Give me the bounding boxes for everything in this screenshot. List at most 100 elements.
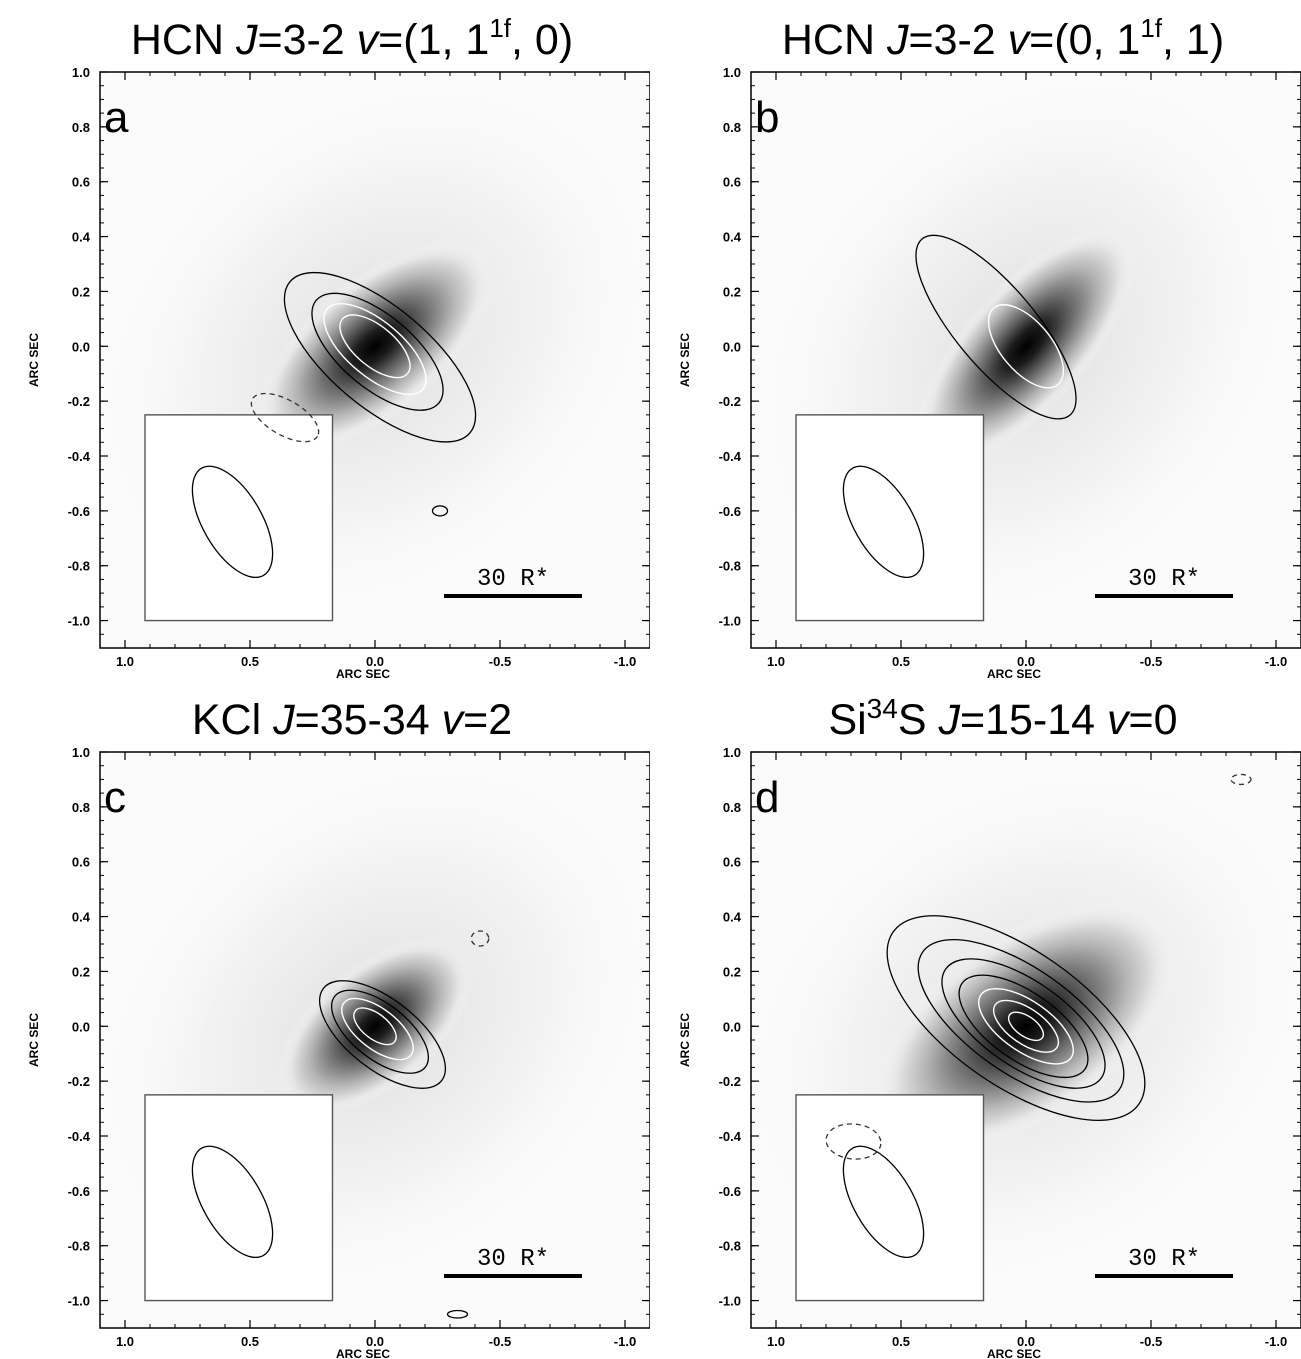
contour-level-0 <box>283 271 477 443</box>
y-tick-label: 0.0 <box>72 339 90 354</box>
title-superscript: 1f <box>1140 13 1162 43</box>
y-axis-label: ARC SEC <box>678 333 692 387</box>
panel-letter: b <box>755 93 779 142</box>
y-tick-label: -0.6 <box>719 504 741 519</box>
panel-c: 1.0 0.8 0.6 0.4 0.2 0.0 -0.2 -0.4 -0.6 -0.8 -1.0 1.… <box>0 680 650 1359</box>
y-axis-label: ARC SEC <box>678 1013 692 1067</box>
y-tick-label: 0.4 <box>723 910 742 925</box>
contour-level-5 <box>431 505 449 517</box>
x-axis-label: ARC SEC <box>336 1347 390 1359</box>
x-tick-label: 0.5 <box>241 654 259 669</box>
x-tick-label: -0.5 <box>489 654 511 669</box>
contour-level-2 <box>941 958 1106 1089</box>
contour-negative-8 <box>1230 773 1252 786</box>
y-tick-label: -0.4 <box>719 449 742 464</box>
x-tick-label: 1.0 <box>767 654 785 669</box>
scale-bar-label: 30 R* <box>1128 1246 1200 1273</box>
y-tick-label: 0.2 <box>72 964 90 979</box>
title-part-J: J <box>886 16 909 64</box>
x-tick-label: 1.0 <box>116 1334 134 1349</box>
y-tick-label: 0.8 <box>723 120 741 135</box>
scale-bar <box>444 594 582 598</box>
y-tick-label: 0.4 <box>72 230 91 245</box>
x-tick-label: -1.0 <box>1265 1334 1287 1349</box>
panel-letter: d <box>755 773 779 822</box>
title-part-v: v <box>1008 16 1032 64</box>
x-tick-label: -0.5 <box>489 1334 511 1349</box>
x-tick-label: 0.5 <box>241 1334 259 1349</box>
panel-title: HCN J=3-2 v=(1, 11f, 0) <box>131 13 573 64</box>
y-tick-label: 0.6 <box>72 855 90 870</box>
contour-negative-4 <box>250 392 320 443</box>
x-tick-label: -1.0 <box>614 654 636 669</box>
x-tick-label: 0.0 <box>366 654 384 669</box>
y-tick-label: 0.0 <box>72 1019 90 1034</box>
y-tick-label: -1.0 <box>719 614 741 629</box>
panel-title: Si34S J=15-14 v=0 <box>828 693 1177 744</box>
contour-level-0 <box>318 980 447 1089</box>
title-part-t1: =35-34 <box>295 696 442 744</box>
chart-svg-b: 1.0 0.8 0.6 0.4 0.2 0.0 -0.2 -0.4 -0.6 -0.8 -1.0 1.… <box>678 13 1301 679</box>
title-part-J: J <box>235 16 258 64</box>
title-part-t3: , 0) <box>511 16 573 64</box>
title-part-v: v <box>1107 696 1131 744</box>
x-tick-label: -0.5 <box>1140 1334 1162 1349</box>
chart-svg-a: 1.0 0.8 0.6 0.4 0.2 0.0 -0.2 -0.4 -0.6 -0.8 -1.0 1.… <box>27 13 650 679</box>
beam-inset-box <box>144 1094 334 1302</box>
title-superscript: 34 <box>867 693 898 724</box>
contour-level-6 <box>1007 1011 1045 1042</box>
y-tick-label: -0.4 <box>68 449 91 464</box>
y-tick-label: 0.8 <box>72 120 90 135</box>
title-part-t1: =3-2 <box>908 16 1007 64</box>
y-tick-label: 0.8 <box>723 800 741 815</box>
x-axis-label: ARC SEC <box>987 1347 1041 1359</box>
panel-d: 1.0 0.8 0.6 0.4 0.2 0.0 -0.2 -0.4 -0.6 -0.8 -1.0 1.… <box>651 680 1301 1359</box>
panel-a: 1.0 0.8 0.6 0.4 0.2 0.0 -0.2 -0.4 -0.6 -0.8 -1.0 1.… <box>0 0 650 679</box>
contour-level-1 <box>330 989 430 1074</box>
scale-bar-label: 30 R* <box>477 1246 549 1273</box>
scale-bar <box>444 1274 582 1278</box>
y-tick-label: -0.2 <box>719 394 741 409</box>
title-part-v: v <box>357 16 381 64</box>
contour-level-2 <box>341 997 414 1061</box>
title-part-t3: , 1) <box>1162 16 1224 64</box>
scale-bar <box>1095 594 1233 598</box>
title-part-pre2: S <box>898 696 939 744</box>
y-tick-label: 0.2 <box>723 964 741 979</box>
x-tick-label: -0.5 <box>1140 654 1162 669</box>
title-part-pre: Si <box>828 696 866 744</box>
contour-level-0 <box>915 234 1077 420</box>
contour-level-1 <box>917 938 1125 1103</box>
y-tick-label: -0.6 <box>68 1184 90 1199</box>
y-tick-label: 0.2 <box>72 284 90 299</box>
title-part-t2: =0 <box>1129 696 1178 744</box>
emission-peak <box>873 900 1179 1152</box>
contour-level-3 <box>353 1007 397 1046</box>
y-tick-label: -0.2 <box>68 1074 90 1089</box>
scale-bar <box>1095 1274 1233 1278</box>
title-part-pre: HCN <box>131 16 236 64</box>
y-tick-label: 1.0 <box>723 745 741 760</box>
contour-negative-4 <box>470 930 490 947</box>
y-tick-label: 1.0 <box>723 65 741 80</box>
y-tick-label: -0.4 <box>68 1129 91 1144</box>
scale-bar-label: 30 R* <box>1128 566 1200 593</box>
beam-ellipse <box>842 1145 925 1259</box>
chart-svg-d: 1.0 0.8 0.6 0.4 0.2 0.0 -0.2 -0.4 -0.6 -0.8 -1.0 1.… <box>678 693 1301 1359</box>
y-axis-label: ARC SEC <box>27 1013 41 1067</box>
y-tick-label: 0.8 <box>72 800 90 815</box>
beam-inset-box <box>795 1094 985 1302</box>
title-superscript: 1f <box>489 13 511 43</box>
panel-letter: a <box>104 93 129 142</box>
title-part-pre: KCl <box>192 696 273 744</box>
contour-level-5 <box>992 999 1060 1053</box>
scale-bar-label: 30 R* <box>477 566 549 593</box>
contour-level-4 <box>978 987 1074 1065</box>
title-part-t2: =(1, 1 <box>378 16 489 64</box>
contour-level-1 <box>987 304 1065 389</box>
y-tick-label: -1.0 <box>68 614 90 629</box>
contour-level-3 <box>339 314 411 379</box>
y-tick-label: -0.8 <box>719 1239 741 1254</box>
y-tick-label: 1.0 <box>72 65 90 80</box>
y-tick-label: -0.6 <box>68 504 90 519</box>
